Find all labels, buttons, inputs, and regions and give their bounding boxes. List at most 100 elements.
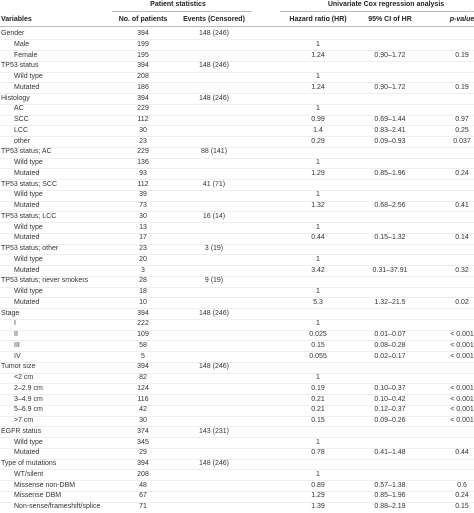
cell: 0.025 [309,331,327,338]
cell: 208 [137,73,149,80]
cell: 0.15 [311,417,325,424]
row-separator [0,426,474,428]
cell: 0.99 [311,116,325,123]
row-separator [0,222,474,223]
cell: 5 [141,352,145,360]
cell: 0.08–0.28 [374,341,406,349]
row-label: Mutated [14,234,40,242]
row-separator [0,340,474,342]
cell: 1 [316,374,320,381]
cell: 16 (14) [202,212,226,220]
cell: 394 [137,309,149,317]
group-rule [112,11,252,12]
row-label: TP53 status; SCC [1,180,58,188]
row-separator [0,146,474,148]
cell: 30 [139,212,147,220]
cell: 0.21 [311,406,325,414]
row-separator [0,200,474,202]
row-label: Missense DBM [14,492,62,500]
cell: < 0.001 [450,406,474,414]
row-label: IV [14,352,21,360]
cell: 3 (19) [204,245,224,252]
row-label: Gender [1,30,25,37]
row-separator [0,286,474,288]
cell: 20 [139,255,147,263]
cell: 116 [137,395,149,403]
row-separator [0,404,474,406]
cell: 148 (246) [199,62,229,70]
row-separator [0,136,474,137]
row-label: Non-sense/frameshift/splice [14,503,101,510]
row-separator [0,103,474,105]
cell: 0.41 [455,202,469,209]
cell: 1.24 [311,51,325,59]
row-separator [0,254,474,256]
cell: 0.19 [311,384,325,392]
cell: 10 [139,298,147,306]
cell: 23 [139,137,147,145]
row-label: Wild type [14,73,43,80]
cell: 28 [139,277,147,285]
row-label: Wild type [14,191,43,199]
row-separator [0,415,474,417]
cell: 93 [139,169,147,177]
row-label: Mutated [14,449,40,457]
cell: 1.32–21.5 [374,298,406,306]
cell: 1 [316,255,320,263]
cell: 0.85–1.96 [374,492,406,500]
row-separator [0,50,474,51]
column-header: Events (Censored) [183,16,245,23]
cell: 3.42 [311,266,325,274]
row-label: I [14,320,16,328]
row-label: Histology [1,94,30,102]
column-header: Variables [1,16,32,23]
cell: 1.24 [311,83,325,91]
row-separator [0,308,474,309]
cell: 17 [139,234,147,242]
row-label: Missense non-DBM [14,481,76,489]
cell: 0.055 [309,352,327,360]
cell: 1.4 [313,126,323,134]
row-label: III [14,341,20,349]
cell: 374 [137,427,149,435]
cell: 1 [316,105,320,113]
row-separator [0,211,474,213]
cell: 208 [137,470,149,478]
cell: 3 [141,266,145,274]
cell: 73 [139,202,147,209]
cell: 23 [139,245,147,252]
cell: < 0.001 [450,341,474,349]
row-label: Mutated [14,266,40,274]
cell: 0.15 [455,503,469,510]
cell: 82 [139,374,147,381]
cell: 1 [316,40,320,48]
cell: 0.10–0.37 [374,384,406,392]
cell: 394 [137,62,149,70]
cell: 0.32 [455,266,469,274]
row-label: Wild type [14,288,43,295]
row-label: >7 cm [14,417,34,424]
cell: 0.24 [455,492,469,500]
cell: 88 (141) [200,148,228,156]
cell: 71 [139,503,147,510]
cell: 0.01–0.07 [374,331,406,338]
row-label: Male [14,40,30,48]
cell: 18 [139,288,147,295]
row-separator [0,39,474,41]
cell: 143 (231) [199,427,229,435]
cell: 199 [137,40,149,48]
row-label: TP53 status; other [1,245,59,252]
cell: 148 (246) [199,309,229,317]
row-label: TP53 status; AC [1,148,52,156]
cell: 1.32 [311,202,325,209]
row-separator [0,318,474,320]
cell: 0.15 [311,341,325,349]
row-separator [0,480,474,481]
cell: < 0.001 [450,352,474,360]
cell: 1 [316,320,320,328]
cell: 58 [139,341,147,349]
cell: 186 [137,83,149,91]
row-separator [0,469,474,471]
row-label: 2–2.9 cm [14,384,43,392]
